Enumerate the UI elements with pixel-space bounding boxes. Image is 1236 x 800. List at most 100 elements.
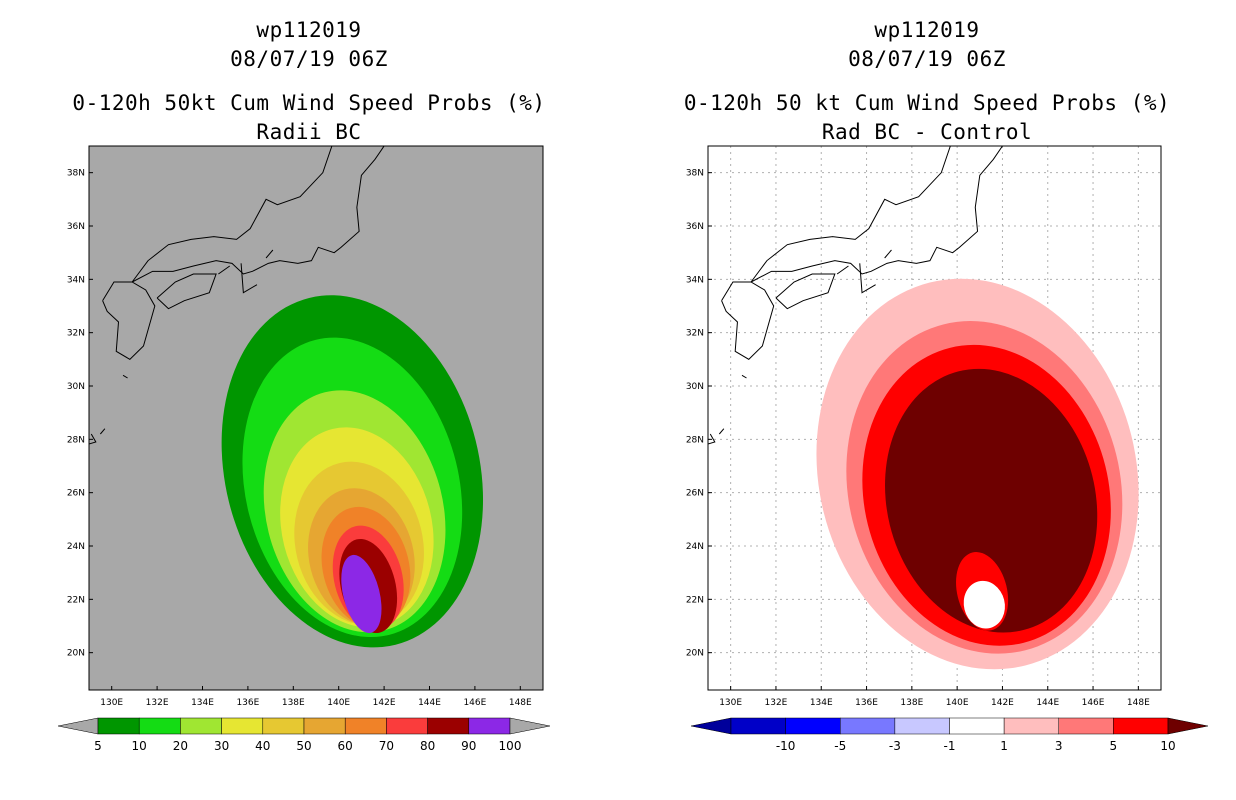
y-tick-label: 24N xyxy=(686,542,704,552)
coastline xyxy=(240,263,258,294)
colorbar-segment xyxy=(180,717,222,735)
colorbar-label: 5 xyxy=(94,739,102,753)
colorbar-label: 90 xyxy=(461,739,476,753)
coastline xyxy=(750,146,951,283)
colorbar-arrow-left xyxy=(57,717,99,735)
colorbar-label: -3 xyxy=(889,739,901,753)
colorbar-segment xyxy=(221,717,264,735)
coastline xyxy=(131,146,333,283)
colorbar-arrow-right xyxy=(509,717,551,735)
storm-datetime: 08/07/19 06Z xyxy=(848,47,1006,71)
colorbar-segment xyxy=(468,717,511,735)
coastline xyxy=(721,281,775,360)
plot-frame xyxy=(88,145,544,691)
contour-level-90 xyxy=(341,554,382,634)
coastline xyxy=(122,374,128,379)
colorbar-segment xyxy=(1003,717,1059,735)
coastline xyxy=(718,428,725,435)
coastline xyxy=(156,273,217,310)
y-tick-label: 28N xyxy=(686,435,704,445)
coastline xyxy=(131,146,385,283)
colorbar-segment xyxy=(1113,717,1169,735)
x-tick-label: 136E xyxy=(855,698,878,708)
coastline xyxy=(836,265,849,275)
x-tick-label: 146E xyxy=(1082,698,1105,708)
chart-title: 0-120h 50 kt Cum Wind Speed Probs (%) xyxy=(683,91,1171,115)
colorbar-segment xyxy=(785,717,841,735)
colorbar-label: 10 xyxy=(1160,739,1175,753)
storm-datetime: 08/07/19 06Z xyxy=(230,47,388,71)
colorbar-segment xyxy=(262,717,305,735)
colorbar-label: 3 xyxy=(1055,739,1063,753)
y-tick-label: 30N xyxy=(686,382,704,392)
y-tick-label: 34N xyxy=(67,275,85,285)
colorbar-label: 1 xyxy=(1000,739,1008,753)
x-tick-label: 130E xyxy=(100,698,123,708)
colorbar-label: 100 xyxy=(499,739,522,753)
colorbar-arrow-left xyxy=(690,717,732,735)
x-tick-label: 148E xyxy=(509,698,532,708)
coastline xyxy=(99,428,106,435)
contour-level-10 xyxy=(885,368,1098,633)
colorbar-label: 50 xyxy=(296,739,311,753)
chart-title: 0-120h 50kt Cum Wind Speed Probs (%) xyxy=(72,91,546,115)
x-tick-label: 148E xyxy=(1127,698,1150,708)
coastline xyxy=(750,146,1003,283)
storm-id: wp112019 xyxy=(256,18,362,42)
x-tick-label: 146E xyxy=(463,698,486,708)
chart-svg-rad-bc-control: 130E 132E 134E 136E 138E 140E 142E 144E 146E 148E… xyxy=(686,145,1209,753)
coastline xyxy=(859,263,876,294)
colorbar-label: 20 xyxy=(173,739,188,753)
x-tick-label: 144E xyxy=(418,698,441,708)
x-tick-label: 138E xyxy=(900,698,923,708)
colorbar-label: 70 xyxy=(379,739,394,753)
x-tick-label: 142E xyxy=(373,698,396,708)
colorbar-segment xyxy=(386,717,428,735)
colorbar-segment xyxy=(949,717,1005,735)
y-tick-label: 36N xyxy=(686,222,704,232)
coastline xyxy=(741,374,747,379)
coastline xyxy=(102,281,156,360)
coastline xyxy=(89,433,97,445)
y-tick-label: 32N xyxy=(67,329,85,339)
chart-svg-radii-bc: 130E 132E 134E 136E 138E 140E 142E 144E 146E 148E… xyxy=(57,145,551,753)
colorbar-arrow-right xyxy=(1167,717,1209,735)
y-tick-label: 38N xyxy=(67,169,85,179)
coastline xyxy=(708,433,716,445)
y-tick-label: 32N xyxy=(686,329,704,339)
x-tick-label: 132E xyxy=(146,698,169,708)
y-tick-label: 26N xyxy=(686,489,704,499)
coastline xyxy=(884,249,892,259)
coastline xyxy=(218,265,231,275)
y-tick-label: 20N xyxy=(686,649,704,659)
colorbar-segment xyxy=(840,717,896,735)
y-tick-label: 38N xyxy=(686,169,704,179)
colorbar-segment xyxy=(138,717,181,735)
x-tick-label: 142E xyxy=(991,698,1014,708)
colorbar-label: -10 xyxy=(776,739,796,753)
coastline xyxy=(775,273,836,310)
x-tick-label: 134E xyxy=(191,698,214,708)
x-tick-label: 130E xyxy=(719,698,742,708)
y-tick-label: 22N xyxy=(67,595,85,605)
colorbar-label: 40 xyxy=(255,739,270,753)
y-tick-label: 24N xyxy=(67,542,85,552)
coastline xyxy=(265,249,274,259)
x-tick-label: 144E xyxy=(1036,698,1059,708)
chart-panel-radii-bc: wp112019 08/07/19 06Z 0-120h 50kt Cum Wi… xyxy=(57,18,551,753)
storm-id: wp112019 xyxy=(874,18,980,42)
y-tick-label: 36N xyxy=(67,222,85,232)
x-tick-label: 136E xyxy=(236,698,259,708)
chart-subtitle: Radii BC xyxy=(256,120,362,144)
x-tick-label: 132E xyxy=(765,698,788,708)
colorbar-segment xyxy=(730,717,786,735)
x-tick-label: 140E xyxy=(946,698,969,708)
y-tick-label: 20N xyxy=(67,649,85,659)
contour-level-1 xyxy=(963,580,1005,629)
colorbar-label: -5 xyxy=(834,739,846,753)
y-tick-label: 28N xyxy=(67,435,85,445)
colorbar-segment xyxy=(427,717,470,735)
colorbar-label: 60 xyxy=(338,739,353,753)
y-tick-label: 34N xyxy=(686,275,704,285)
colorbar-label: 10 xyxy=(132,739,147,753)
